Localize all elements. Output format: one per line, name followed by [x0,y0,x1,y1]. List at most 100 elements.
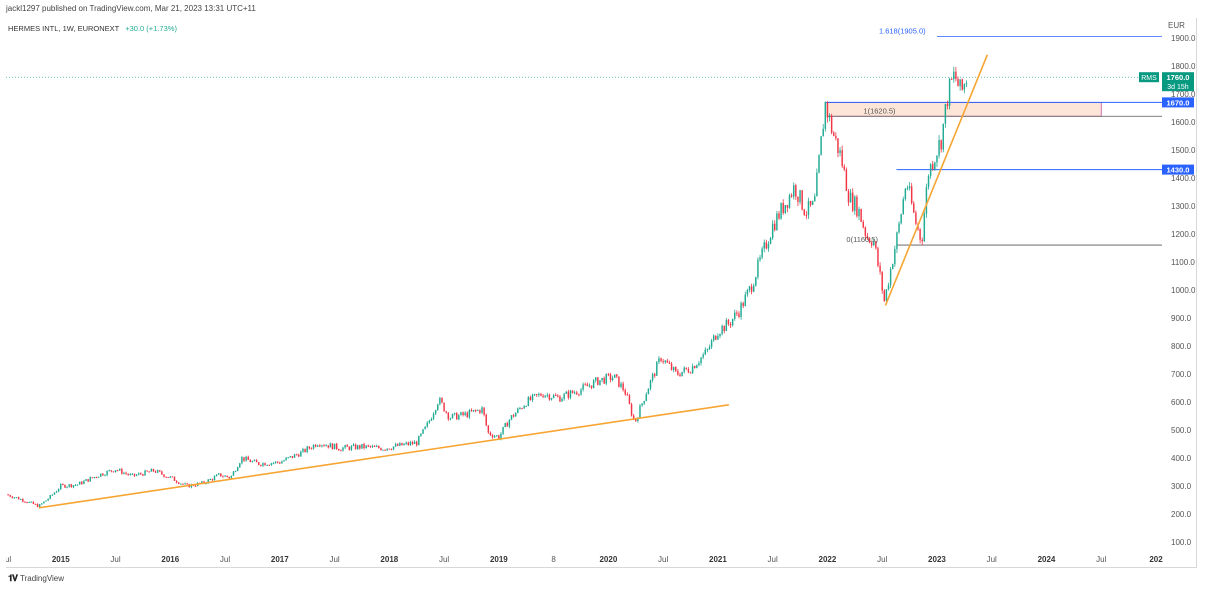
candle-body [53,492,56,495]
x-tick-label: Jul [1096,555,1106,564]
candle-body [382,449,384,451]
candle-body [34,503,37,505]
candle-body [910,186,913,204]
candle-body [814,196,816,202]
symbol-badge-text: RMS [1141,75,1157,82]
candle-body [165,476,167,478]
candle-body [571,390,574,393]
candle-body [679,374,681,377]
candle-body [384,449,386,451]
chart-frame[interactable]: 1.618(1905.0) 1(1620.5) 0(1160.5) 1670.0 143… [6,18,1197,568]
y-tick-label: 1900.0 [1171,34,1196,43]
candle-body [784,205,787,214]
candle-body [835,135,837,139]
candle-body [833,132,835,136]
candle-body [405,442,407,444]
candle-body [285,457,287,461]
price-chart[interactable]: 1.618(1905.0) 1(1620.5) 0(1160.5) 1670.0 143… [6,18,1196,567]
candle-body [137,473,140,475]
candle-body [915,212,917,224]
candle-body [411,442,414,444]
candle-body [146,470,148,472]
candle-body [708,347,711,350]
candle-body [765,242,768,249]
candle-body [538,393,540,396]
x-tick-label: Jul [329,555,339,564]
last-price-badge [1162,72,1194,92]
candle-body [159,470,161,472]
candle-body [409,442,412,445]
candle-body [338,449,340,451]
candle-body [736,312,738,314]
candle-body [858,208,860,217]
candle-body [464,412,466,416]
candle-body [451,414,454,419]
candle-body [630,403,633,416]
candle-body [249,459,252,463]
candle-body [639,405,641,419]
candle-body [946,104,949,106]
candle-body [392,446,395,450]
candle-body [873,241,875,246]
candle-body [270,463,273,465]
candle-body [359,445,361,449]
candle-body [641,403,643,406]
candle-body [175,481,178,483]
candle-body [123,472,125,474]
candle-body [308,446,311,449]
y-tick-label: 300.0 [1171,482,1192,491]
candle-body [236,467,239,472]
candle-body [790,195,793,197]
candle-body [441,397,443,403]
candle-body [552,395,555,399]
candle-body [727,319,730,325]
candle-body [963,84,966,90]
candle-body [651,373,654,381]
level-labels: 1.618(1905.0) 1(1620.5) 0(1160.5) 1670.0 143… [846,27,1194,244]
level-price-text: 1670.0 [1167,98,1190,107]
candle-body [390,449,393,451]
candle-body [295,454,298,456]
x-tick-label: 2018 [380,555,398,564]
footer[interactable]: 𝟏𝐕 TradingView [8,573,64,584]
candle-body [264,463,266,466]
footer-brand: TradingView [19,574,65,583]
candle-body [260,464,262,466]
candle-body [670,363,673,371]
countdown-text: 3d 15h [1167,84,1189,91]
candle-body [344,445,346,448]
candle-body [965,82,968,85]
candle-body [847,190,850,203]
candle-body [752,285,755,292]
candle-body [546,394,549,396]
candle-body [826,102,829,118]
candle-body [97,476,100,478]
candle-body [422,429,424,434]
candle-body [363,444,365,449]
candle-body [432,413,435,419]
y-tick-label: 800.0 [1171,342,1192,351]
candle-body [133,473,136,476]
candle-body [253,460,256,462]
x-axis: Jul 2015 Jul 2016 Jul 2017 Jul 2018 Jul 2019 8 2020… [6,555,1163,564]
candle-body [213,476,216,481]
candle-body [887,285,890,290]
candle-body [47,498,49,501]
candle-body [557,395,559,397]
candle-body [702,354,704,358]
candle-body [468,410,471,418]
candle-body [428,420,431,423]
candle-body [856,196,858,217]
candle-body [434,410,437,414]
x-tick-label: 202 [1149,555,1163,564]
tradingview-logo-icon: 𝟏𝐕 [8,573,18,583]
candle-body [628,395,631,404]
candle-body [150,468,153,472]
level-price-text: 1430.0 [1167,166,1190,175]
candle-body [929,164,932,177]
candle-body [816,172,818,197]
candle-body [521,408,523,410]
candle-body [458,415,460,420]
candle-body [881,271,883,291]
candle-body [302,448,304,452]
